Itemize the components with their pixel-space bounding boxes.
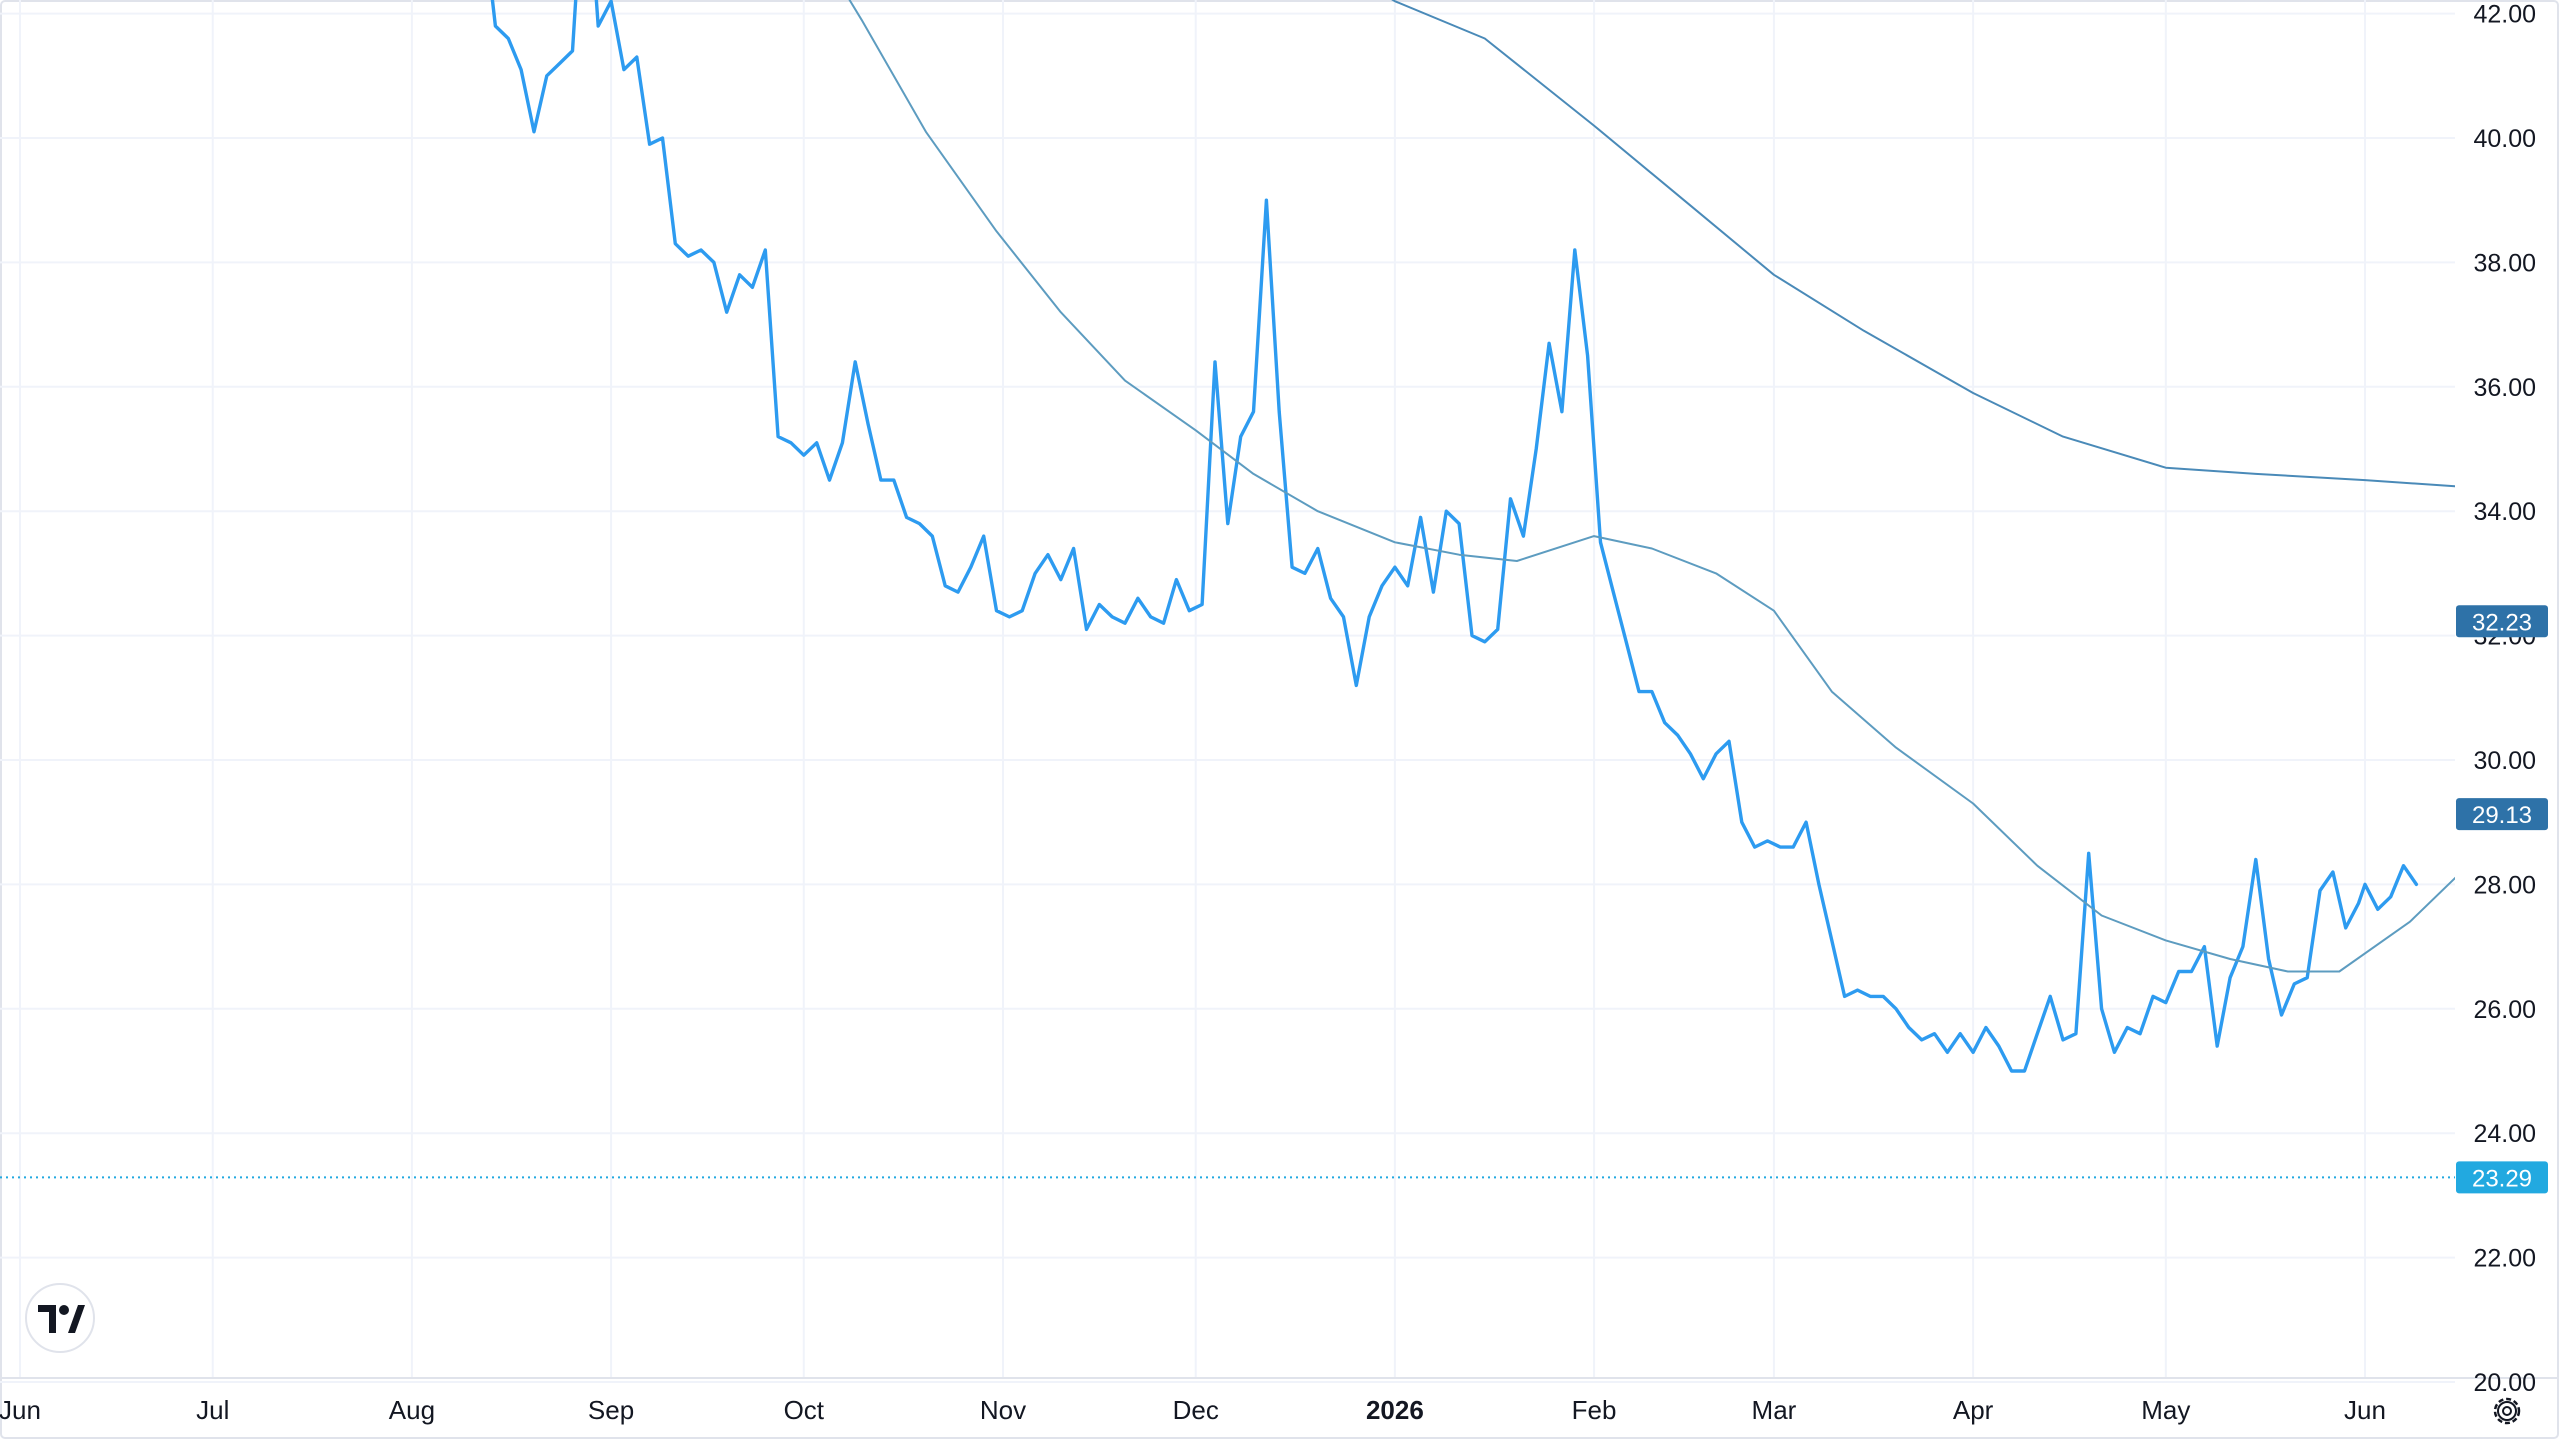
x-tick-label: Mar: [1752, 1395, 1797, 1425]
y-tick-label: 30.00: [2473, 747, 2536, 775]
price-badge-text: 29.13: [2472, 802, 2532, 829]
x-tick-label: Jun: [2344, 1395, 2386, 1425]
price-labels: 32.23 29.13 23.29: [2456, 605, 2548, 1194]
price-badge-bg: [2456, 605, 2548, 638]
price-badge: 23.29: [2456, 1161, 2548, 1194]
series-line-moving-average-slow[interactable]: [20, 0, 2560, 621]
y-tick-label: 36.00: [2473, 374, 2536, 402]
x-tick-label: 2026: [1366, 1395, 1424, 1425]
x-tick-label: Nov: [980, 1395, 1026, 1425]
y-tick-label: 20.00: [2473, 1369, 2536, 1397]
series-layer: [20, 0, 2560, 1073]
series-line-price[interactable]: [20, 0, 2419, 1073]
y-tick-label: 22.00: [2473, 1245, 2536, 1273]
x-tick-label: Dec: [1173, 1395, 1219, 1425]
price-badge-text: 23.29: [2472, 1165, 2532, 1192]
price-badge-bg: [2456, 1161, 2548, 1194]
y-tick-label: 24.00: [2473, 1120, 2536, 1148]
price-badge: 29.13: [2456, 798, 2548, 831]
price-badge-bg: [2456, 798, 2548, 831]
x-tick-label: Oct: [784, 1395, 825, 1425]
x-tick-label: May: [2141, 1395, 2190, 1425]
series-line-moving-average-fast[interactable]: [20, 0, 2560, 973]
x-tick-label: Jun: [0, 1395, 41, 1425]
x-tick-label: Apr: [1953, 1395, 1994, 1425]
x-tick-label: Aug: [389, 1395, 435, 1425]
x-tick-label: Jul: [196, 1395, 229, 1425]
y-tick-label: 34.00: [2473, 498, 2536, 526]
x-tick-label: Sep: [588, 1395, 634, 1425]
y-axis[interactable]: 20.0022.0024.0026.0028.0030.0032.0034.00…: [2473, 0, 2536, 1397]
price-badge-text: 32.23: [2472, 609, 2532, 636]
y-tick-label: 38.00: [2473, 249, 2536, 277]
y-tick-label: 40.00: [2473, 125, 2536, 153]
settings-gear-icon[interactable]: [2493, 1397, 2521, 1425]
price-badge: 32.23: [2456, 605, 2548, 638]
tradingview-logo[interactable]: [25, 1283, 95, 1353]
x-tick-label: Feb: [1572, 1395, 1617, 1425]
y-tick-label: 42.00: [2473, 1, 2536, 29]
x-axis[interactable]: Jun Jul Aug Sep Oct Nov Dec 2026 Feb Mar Apr May Jun: [0, 1395, 2386, 1425]
y-tick-label: 28.00: [2473, 871, 2536, 899]
y-tick-label: 26.00: [2473, 996, 2536, 1024]
